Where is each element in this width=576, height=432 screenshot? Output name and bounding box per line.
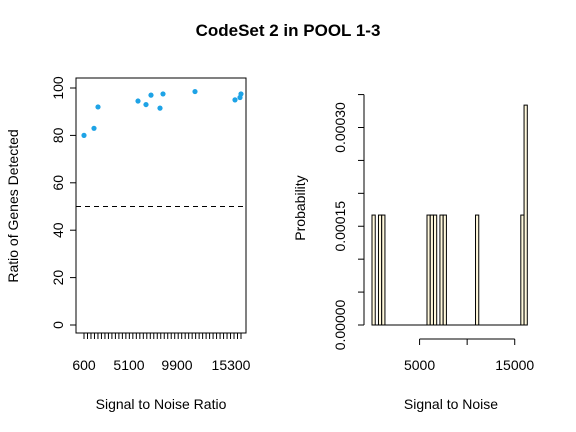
scatter-x-axis: 600 5100 9900 15300 [72,333,251,373]
scatter-point [81,132,87,138]
scatter-y-tick-label: 40 [50,222,66,238]
scatter-x-tick-label: 9900 [161,357,192,373]
histogram-bar [523,104,528,326]
histogram-y-axis: 0.00000 0.00015 0.00030 [332,94,365,350]
scatter-y-axis: 0 20 40 60 80 100 [50,76,76,329]
scatter-point [143,101,149,108]
scatter-x-label: Signal to Noise Ratio [96,396,227,412]
scatter-y-tick-label: 0 [50,321,66,329]
scatter-y-tick-label: 80 [50,127,66,143]
histogram-x-tick-label: 5000 [404,357,435,373]
histogram-y-label: Probability [292,175,308,240]
scatter-point [160,91,166,97]
scatter-y-tick-label: 100 [50,76,66,100]
histogram-x-tick-label: 15000 [495,357,534,373]
scatter-point [95,104,101,110]
histogram-bar [442,214,447,326]
histogram-x-label: Signal to Noise [404,396,498,412]
scatter-panel: 0 20 40 60 80 100 600 5100 9900 15300 Signal to … [5,76,251,412]
scatter-y-tick-label: 20 [50,270,66,286]
histogram-bar [371,214,376,326]
scatter-point [91,125,97,131]
histogram-bar [432,214,438,326]
histogram-bar [475,214,480,326]
histogram-bars [371,104,528,326]
scatter-point [157,105,163,111]
scatter-y-tick-label: 60 [50,175,66,191]
scatter-x-tick-label: 15300 [212,357,251,373]
scatter-points [81,88,244,138]
scatter-y-label: Ratio of Genes Detected [5,129,21,282]
scatter-point [232,97,238,103]
scatter-x-tick-label: 600 [72,357,96,373]
histogram-y-tick-label: 0.00000 [332,299,348,350]
histogram-y-tick-label: 0.00030 [332,102,348,153]
histogram-bar [381,214,386,326]
scatter-plot-box [75,77,247,334]
scatter-point [148,92,154,98]
histogram-panel: 0.00000 0.00015 0.00030 5000 15000 Signal t… [292,94,534,412]
scatter-point [192,88,198,95]
scatter-point [238,91,244,97]
histogram-y-tick-label: 0.00015 [332,201,348,252]
scatter-point [135,98,141,104]
chart-title: CodeSet 2 in POOL 1-3 [195,21,381,40]
histogram-x-axis: 5000 15000 [404,338,534,373]
scatter-x-tick-label: 5100 [113,357,144,373]
